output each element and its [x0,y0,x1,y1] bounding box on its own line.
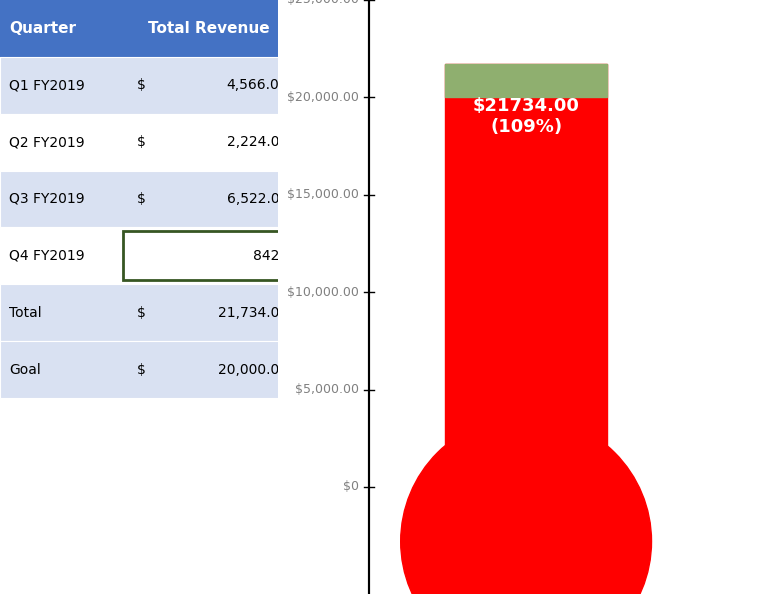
FancyBboxPatch shape [0,228,294,285]
Text: Goal: Goal [9,362,41,377]
Text: $21734.00
(109%): $21734.00 (109%) [473,97,579,136]
Text: 21,734.00: 21,734.00 [218,306,289,320]
Text: $: $ [136,192,146,206]
FancyBboxPatch shape [0,285,294,341]
Text: 4,566.00: 4,566.00 [227,78,289,92]
Text: $: $ [136,78,146,92]
FancyBboxPatch shape [0,0,294,57]
Text: $: $ [136,135,146,149]
FancyBboxPatch shape [0,341,294,398]
Text: Quarter: Quarter [9,21,76,36]
Text: $5,000.00: $5,000.00 [296,383,359,396]
Text: 2,224.00: 2,224.00 [227,135,289,149]
Text: $: $ [136,362,146,377]
Text: $0: $0 [343,481,359,494]
Text: Q3 FY2019: Q3 FY2019 [9,192,85,206]
Text: Q2 FY2019: Q2 FY2019 [9,135,85,149]
FancyBboxPatch shape [0,170,294,228]
Text: 8422: 8422 [253,249,289,263]
Text: Total: Total [9,306,42,320]
Text: 6,522.00: 6,522.00 [227,192,289,206]
FancyBboxPatch shape [123,232,294,280]
Text: Q1 FY2019: Q1 FY2019 [9,78,85,92]
Bar [445,64,607,97]
Text: $20,000.00: $20,000.00 [288,91,359,104]
Text: 20,000.00: 20,000.00 [218,362,289,377]
Text: $: $ [136,306,146,320]
Ellipse shape [401,416,652,594]
Text: Q4 FY2019: Q4 FY2019 [9,249,85,263]
Text: $25,000.00: $25,000.00 [288,0,359,7]
Text: $10,000.00: $10,000.00 [288,286,359,299]
FancyBboxPatch shape [0,113,294,170]
Bar [445,64,607,487]
FancyBboxPatch shape [0,57,294,113]
Text: $15,000.00: $15,000.00 [288,188,359,201]
Text: Total Revenue: Total Revenue [148,21,270,36]
Bar [445,487,607,541]
